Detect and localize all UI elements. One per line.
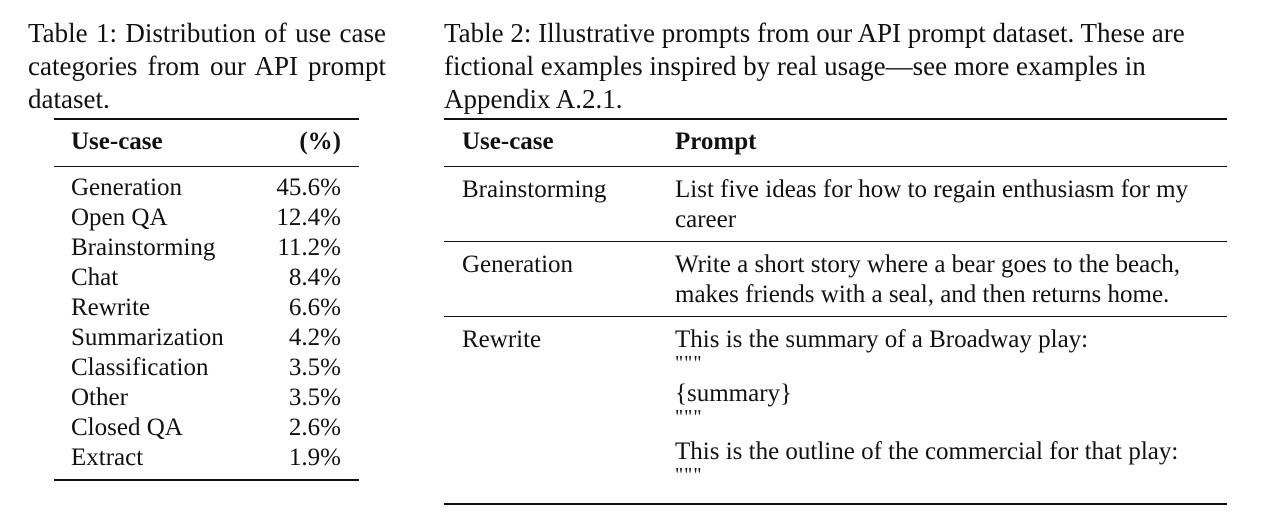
- prompt-line: career: [675, 206, 737, 233]
- table1-cell-use-case: Brainstorming: [71, 234, 216, 261]
- table2-header-use-case: Use-case: [462, 128, 554, 155]
- table1-cell-percent: 11.2%: [277, 234, 341, 261]
- table1-cell-use-case: Other: [71, 384, 128, 411]
- table-row: Closed QA 2.6%: [54, 413, 359, 443]
- table2: Use-case Prompt Brainstorming List five …: [444, 118, 1227, 505]
- table2-row-rule: [444, 316, 1227, 317]
- table-row: Summarization 4.2%: [54, 323, 359, 353]
- table1-cell-use-case: Closed QA: [71, 414, 183, 441]
- table-row: Brainstorming List five ideas for how to…: [444, 167, 1227, 241]
- table1-body: Generation 45.6% Open QA 12.4% Brainstormi…: [54, 167, 359, 479]
- table1-cell-use-case: Rewrite: [71, 294, 151, 321]
- table-row: Rewrite 6.6%: [54, 293, 359, 323]
- table1-cell-percent: 4.2%: [288, 324, 341, 351]
- prompt-line: {summary}: [675, 380, 793, 407]
- prompt-line: This is the outline of the commercial fo…: [675, 438, 1179, 465]
- table2-cell-use-case: Generation: [462, 251, 574, 278]
- table1-cell-percent: 45.6%: [276, 174, 341, 201]
- table1-header-percent: (%): [299, 128, 341, 155]
- table2-header-rule: [444, 166, 1227, 167]
- table2-bottom-rule: [444, 503, 1227, 505]
- prompt-quote-line: """: [675, 406, 703, 428]
- table1-cell-use-case: Chat: [71, 264, 119, 291]
- table2-cell-prompt: This is the summary of a Broadway play: …: [675, 325, 1227, 489]
- table1-cell-percent: 2.6%: [288, 414, 341, 441]
- table2-cell-use-case: Rewrite: [462, 326, 542, 353]
- table-row: Generation 45.6%: [54, 173, 359, 203]
- table2-cell-prompt: Write a short story where a bear goes to…: [675, 250, 1227, 310]
- table1: Use-case (%) Generation 45.6% Open QA 12.4…: [54, 118, 359, 481]
- table1-header-rule: [54, 166, 359, 167]
- table-row: Other 3.5%: [54, 383, 359, 413]
- table2-cell-prompt: List five ideas for how to regain enthus…: [675, 175, 1227, 235]
- table2-row-rule: [444, 241, 1227, 242]
- table1-cell-use-case: Open QA: [71, 204, 168, 231]
- table2-caption: Table 2: Illustrative prompts from our A…: [444, 18, 1185, 114]
- table1-cell-use-case: Generation: [71, 174, 183, 201]
- table-row: Generation Write a short story where a b…: [444, 242, 1227, 316]
- prompt-quote-line: """: [675, 352, 703, 374]
- table1-cell-use-case: Extract: [71, 444, 144, 471]
- table2-top-rule: [444, 118, 1227, 120]
- prompt-line: makes friends with a seal, and then retu…: [675, 281, 1170, 308]
- table-row: Classification 3.5%: [54, 353, 359, 383]
- prompt-quote-line: """: [675, 464, 703, 486]
- table1-cell-percent: 8.4%: [288, 264, 341, 291]
- prompt-line: Write a short story where a bear goes to…: [675, 251, 1181, 278]
- table-row: Rewrite This is the summary of a Broadwa…: [444, 317, 1227, 503]
- table1-bottom-rule: [54, 479, 359, 481]
- table1-header-use-case: Use-case: [71, 128, 163, 155]
- table1-cell-percent: 6.6%: [288, 294, 341, 321]
- table1-cell-use-case: Classification: [71, 354, 209, 381]
- table-row: Extract 1.9%: [54, 443, 359, 473]
- table-row: Open QA 12.4%: [54, 203, 359, 233]
- table2-cell-use-case: Brainstorming: [462, 176, 607, 203]
- table1-cell-use-case: Summarization: [71, 324, 224, 351]
- table2-header-prompt: Prompt: [675, 128, 757, 155]
- table1-cell-percent: 1.9%: [288, 444, 341, 471]
- table-row: Brainstorming 11.2%: [54, 233, 359, 263]
- table1-cell-percent: 12.4%: [276, 204, 341, 231]
- table1-header-row: Use-case (%): [54, 120, 359, 166]
- table-row: Chat 8.4%: [54, 263, 359, 293]
- table1-caption: Table 1: Distribution of use case catego…: [28, 18, 386, 114]
- prompt-line: List five ideas for how to regain enthus…: [675, 176, 1189, 203]
- prompt-line: This is the summary of a Broadway play:: [675, 326, 1089, 353]
- table1-cell-percent: 3.5%: [288, 354, 341, 381]
- table1-top-rule: [54, 118, 359, 120]
- table1-cell-percent: 3.5%: [288, 384, 341, 411]
- table2-header-row: Use-case Prompt: [444, 120, 1227, 166]
